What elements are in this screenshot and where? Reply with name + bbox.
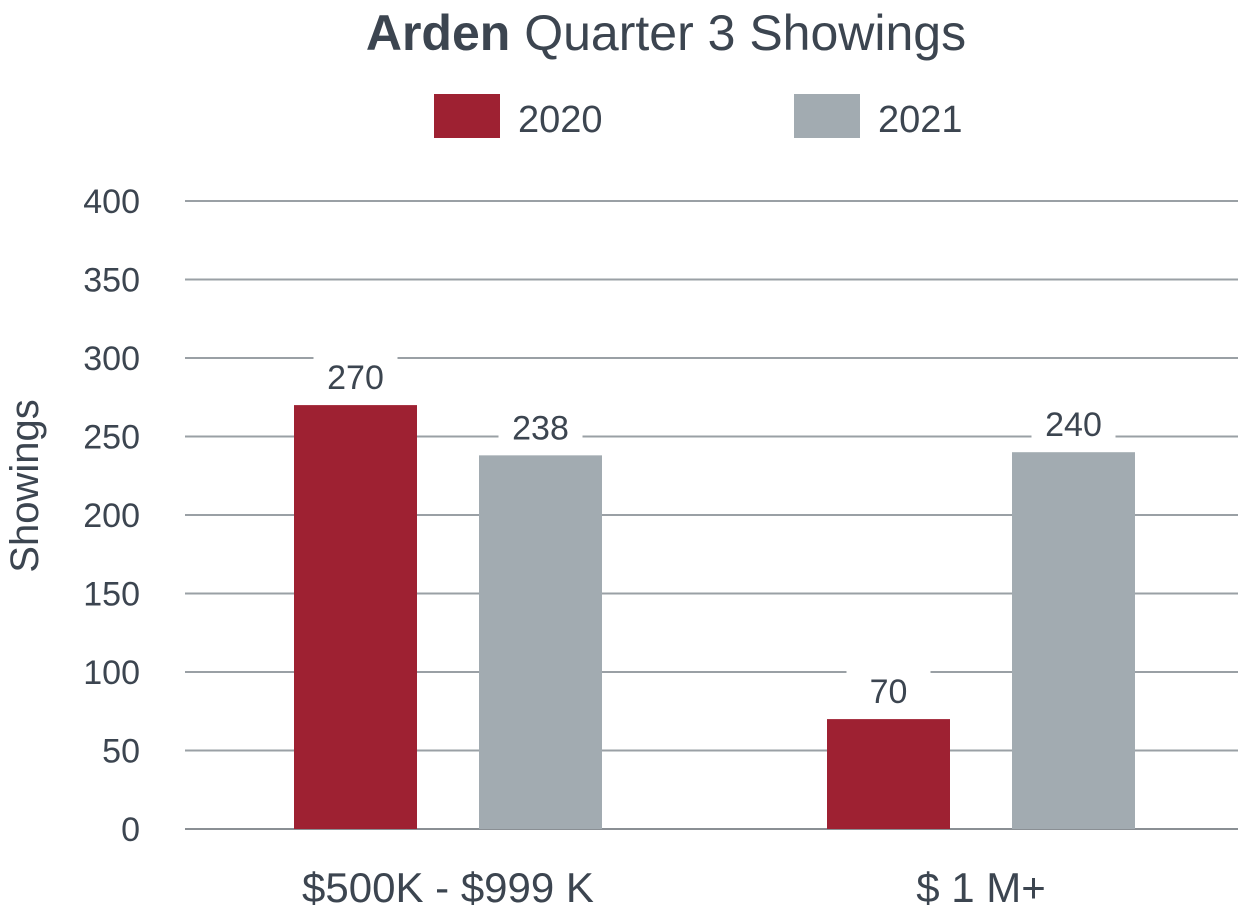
y-tick-label: 100: [83, 654, 140, 692]
y-tick-labels: 0 50 100 150 200 250 300 350 400: [83, 183, 140, 849]
legend: 2020 2021: [434, 94, 963, 141]
legend-swatch-2020: [434, 94, 500, 138]
y-tick-label: 400: [83, 183, 140, 221]
value-label: 238: [512, 409, 569, 447]
bar-2021-0: [479, 455, 602, 829]
y-tick-label: 300: [83, 340, 140, 378]
y-tick-label: 200: [83, 497, 140, 535]
value-label: 270: [327, 359, 384, 397]
bar-2020-0: [294, 405, 417, 829]
bar-2020-1: [827, 719, 950, 829]
value-label-background: [313, 355, 398, 400]
value-label-background: [1031, 402, 1116, 447]
y-tick-label: 50: [102, 733, 140, 771]
chart-title-rest: Quarter 3 Showings: [510, 5, 966, 61]
value-label: 70: [870, 673, 908, 711]
y-tick-label: 0: [121, 811, 140, 849]
chart-title-bold: Arden: [366, 5, 510, 61]
y-tick-label: 150: [83, 576, 140, 614]
x-tick-label: $500K - $999 K: [302, 864, 594, 911]
legend-label-2021: 2021: [878, 99, 963, 141]
y-tick-label: 250: [83, 419, 140, 457]
legend-swatch-2021: [794, 94, 860, 138]
value-label-background: [846, 669, 931, 714]
bar-2021-1: [1012, 452, 1135, 829]
y-tick-label: 350: [83, 262, 140, 300]
value-label-background: [498, 405, 583, 450]
value-labels: 270 238 70 240: [313, 355, 1116, 714]
value-label: 240: [1045, 406, 1102, 444]
legend-label-2020: 2020: [518, 99, 603, 141]
bars: [294, 405, 1135, 829]
x-tick-label: $ 1 M+: [916, 864, 1046, 911]
chart-title: Arden Quarter 3 Showings: [366, 5, 966, 61]
x-tick-labels: $500K - $999 K $ 1 M+: [302, 864, 1046, 911]
y-axis-label: Showings: [3, 399, 47, 572]
